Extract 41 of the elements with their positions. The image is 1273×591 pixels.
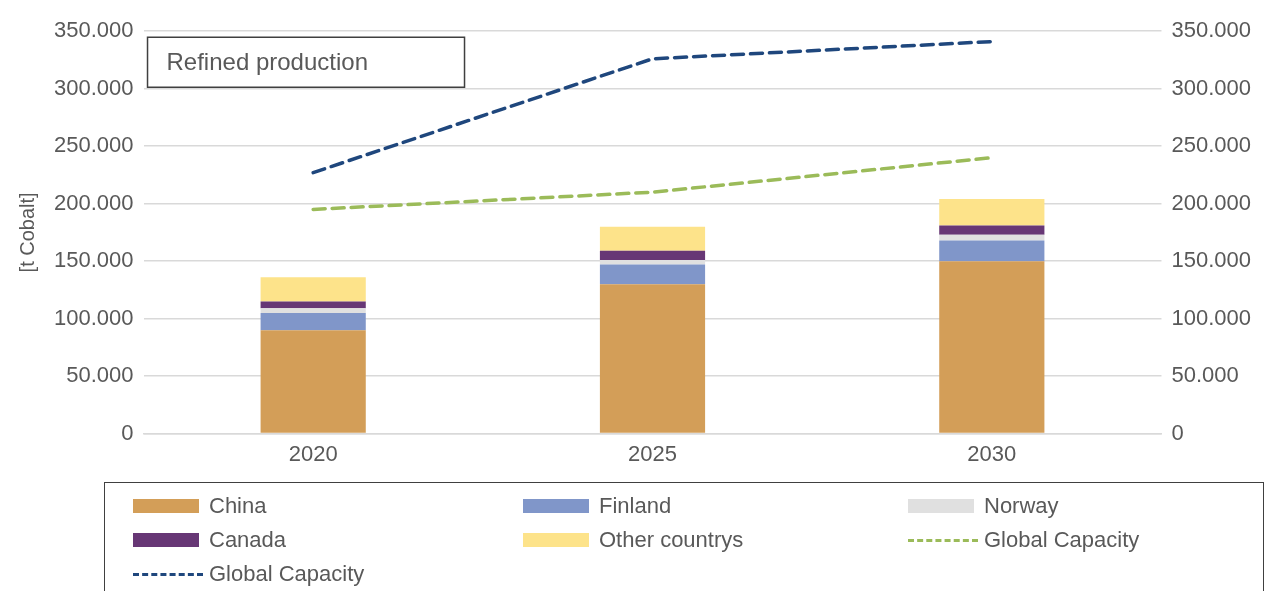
bar <box>939 261 1045 433</box>
legend-label: Canada <box>209 527 287 553</box>
x-tick-label: 2020 <box>288 440 338 466</box>
bar <box>260 330 366 433</box>
y-tick-label: 200.000 <box>53 189 134 215</box>
y2-tick-label: 150.000 <box>1171 247 1252 273</box>
y2-tick-label: 0 <box>1171 419 1184 445</box>
y2-tick-label: 300.000 <box>1171 74 1252 100</box>
y2-tick-label: 200.000 <box>1171 189 1252 215</box>
legend-label: Norway <box>984 493 1059 519</box>
y2-tick-label: 250.000 <box>1171 132 1252 158</box>
legend-label: Finland <box>599 493 672 519</box>
y-axis-title: [t Cobalt] <box>15 192 38 273</box>
bar <box>260 301 366 309</box>
y-tick-label: 150.000 <box>53 247 134 273</box>
y2-tick-label: 350.000 <box>1171 17 1252 43</box>
y-tick-label: 100.000 <box>53 304 134 330</box>
y-tick-label: 250.000 <box>53 132 134 158</box>
y-tick-label: 350.000 <box>53 17 134 43</box>
y-tick-label: 0 <box>121 419 134 445</box>
legend-label: China <box>209 493 267 519</box>
y2-tick-label: 100.000 <box>1171 304 1252 330</box>
text: Refined production <box>166 47 368 75</box>
bar <box>260 312 366 331</box>
legend-label: Global Capacity <box>209 561 365 587</box>
bar <box>599 284 706 433</box>
bar <box>599 226 706 251</box>
bar <box>260 308 366 313</box>
bar <box>599 250 706 260</box>
y-tick-label: 300.000 <box>53 74 134 100</box>
legend-label: Other countrys <box>599 527 744 553</box>
bar <box>939 199 1045 226</box>
bar <box>260 277 366 302</box>
y-tick-label: 50.000 <box>66 362 134 388</box>
legend-label: Global Capacity <box>984 527 1140 553</box>
bar <box>939 225 1045 235</box>
x-tick-label: 2025 <box>628 440 677 466</box>
y2-tick-label: 50.000 <box>1171 362 1239 388</box>
bar <box>599 264 706 285</box>
bar <box>939 240 1045 262</box>
x-tick-label: 2030 <box>967 440 1017 466</box>
